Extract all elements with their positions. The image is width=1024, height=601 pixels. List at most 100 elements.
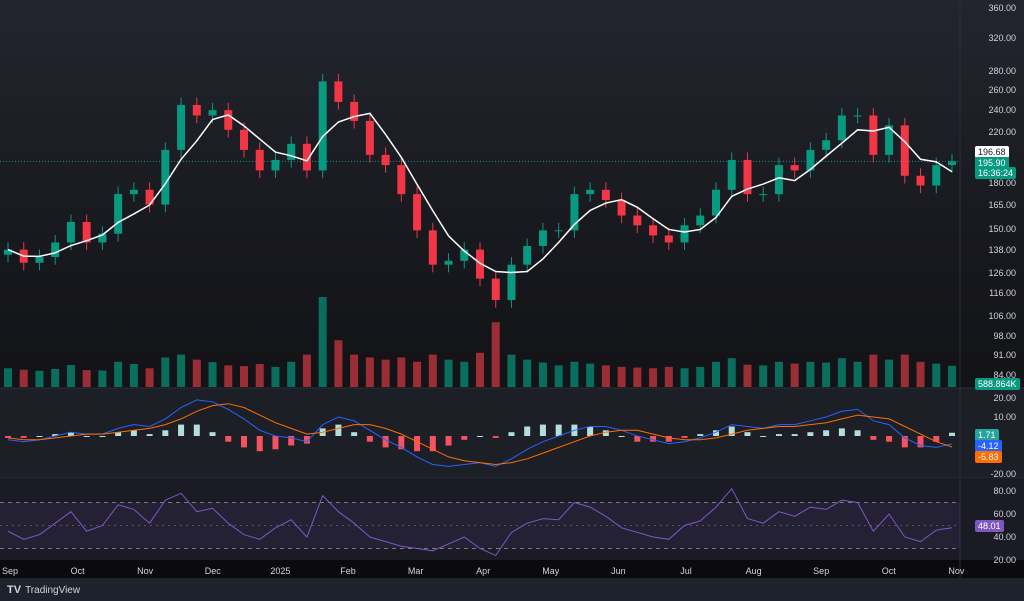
- price-tick-label: 150.00: [988, 223, 1016, 234]
- candle-body: [680, 225, 689, 243]
- macd-histogram-bar: [52, 434, 59, 436]
- volume-bar: [617, 366, 626, 387]
- volume-bar: [507, 354, 516, 387]
- candle-body: [114, 194, 123, 234]
- macd-histogram-bar: [303, 436, 310, 444]
- time-axis: [0, 560, 1024, 578]
- macd-histogram-bar: [461, 436, 468, 440]
- price-tick-label: 180.00: [988, 177, 1016, 188]
- price-tick-label: 138.00: [988, 244, 1016, 255]
- countdown-tag: 16:36:24: [975, 167, 1017, 179]
- macd-histogram-bar: [256, 436, 263, 452]
- candle-body: [554, 230, 563, 232]
- rsi-tag: 48.01: [975, 520, 1004, 532]
- macd-histogram-bar: [162, 430, 169, 436]
- volume-bar: [476, 352, 484, 387]
- candle-body: [570, 194, 579, 231]
- footer-bar: [0, 578, 1024, 601]
- candle-body: [428, 230, 437, 265]
- macd-histogram-bar: [99, 436, 106, 437]
- macd-histogram-bar: [539, 424, 546, 436]
- volume-bar: [114, 361, 123, 387]
- chart-svg[interactable]: [0, 0, 1024, 578]
- time-tick-label: May: [542, 566, 560, 576]
- time-tick-label: Apr: [476, 566, 491, 576]
- macd-histogram-bar: [665, 436, 672, 442]
- candle-body: [727, 159, 736, 190]
- tradingview-logo[interactable]: TV TradingView: [7, 584, 80, 596]
- volume-bar: [51, 369, 60, 387]
- volume-bar: [365, 357, 374, 387]
- candle-body: [350, 101, 359, 121]
- rsi-tick-label: 20.00: [993, 555, 1016, 565]
- macd-histogram-bar: [508, 432, 515, 436]
- macd-histogram-bar: [854, 430, 861, 436]
- price-tick-label: 220.00: [988, 127, 1016, 138]
- volume-bar: [727, 358, 736, 387]
- macd-histogram-bar: [477, 436, 483, 437]
- volume-bar: [66, 365, 75, 387]
- macd-histogram-bar: [634, 436, 641, 442]
- price-tick-label: 165.00: [988, 199, 1016, 210]
- volume-bar: [192, 359, 201, 387]
- candle-body: [381, 154, 390, 166]
- candle-body: [208, 110, 217, 116]
- candle-body: [774, 165, 783, 195]
- candle-body: [916, 175, 925, 186]
- volume-bar: [774, 361, 783, 387]
- macd-histogram-bar: [870, 436, 877, 440]
- volume-bar: [822, 362, 831, 387]
- macd-tick-label: 20.00: [993, 393, 1016, 403]
- volume-bar: [601, 365, 610, 387]
- candle-body: [790, 165, 799, 171]
- candle-body: [4, 249, 12, 255]
- rsi-tick-label: 80.00: [993, 486, 1016, 496]
- macd-histogram-bar: [823, 430, 830, 436]
- candle-body: [476, 249, 484, 279]
- macd-histogram-bar: [886, 436, 893, 442]
- macd-tick-label: 10.00: [993, 412, 1016, 422]
- macd-histogram-bar: [429, 436, 436, 452]
- time-tick-label: Jul: [680, 566, 692, 576]
- macd-histogram-bar: [807, 432, 814, 436]
- macd-histogram-bar: [681, 436, 688, 438]
- macd-histogram-bar: [67, 432, 74, 436]
- macd-histogram-bar: [130, 430, 137, 436]
- candle-body: [869, 115, 878, 155]
- macd-histogram-bar: [791, 434, 798, 436]
- time-tick-label: Sep: [813, 566, 830, 576]
- candle-body: [177, 104, 186, 150]
- candle-body: [365, 120, 374, 155]
- volume-bar: [837, 358, 846, 387]
- volume-bar: [318, 297, 327, 387]
- volume-bar: [177, 354, 186, 387]
- volume-bar: [413, 361, 422, 387]
- price-tick-label: 84.00: [993, 369, 1016, 380]
- rsi-tick-label: 40.00: [993, 532, 1016, 542]
- price-line-tag: 196.68: [975, 146, 1009, 158]
- volume-bar: [869, 354, 878, 387]
- candle-body: [98, 233, 107, 243]
- time-tick-label: Nov: [948, 566, 965, 576]
- volume-bar: [397, 357, 406, 387]
- macd-histogram-bar: [272, 436, 279, 450]
- volume-bar: [712, 361, 720, 387]
- macd-histogram-bar: [728, 426, 735, 436]
- volume-bar: [302, 354, 311, 387]
- price-tick-label: 91.00: [993, 349, 1016, 360]
- volume-bar: [743, 364, 752, 387]
- time-tick-label: Oct: [70, 566, 85, 576]
- volume-bar: [790, 363, 799, 387]
- volume-bar: [428, 354, 437, 387]
- time-tick-label: Sep: [1, 566, 19, 576]
- time-tick-label: Oct: [881, 566, 896, 576]
- rsi-tick-label: 60.00: [993, 509, 1016, 519]
- volume-bar: [145, 368, 154, 387]
- price-tick-label: 260.00: [988, 85, 1016, 95]
- volume-bar: [932, 363, 941, 387]
- time-tick-label: Mar: [407, 566, 424, 576]
- macd-histogram-bar: [366, 436, 373, 442]
- volume-bar: [208, 362, 217, 387]
- macd-histogram-bar: [587, 426, 594, 436]
- volume-bar: [4, 368, 12, 387]
